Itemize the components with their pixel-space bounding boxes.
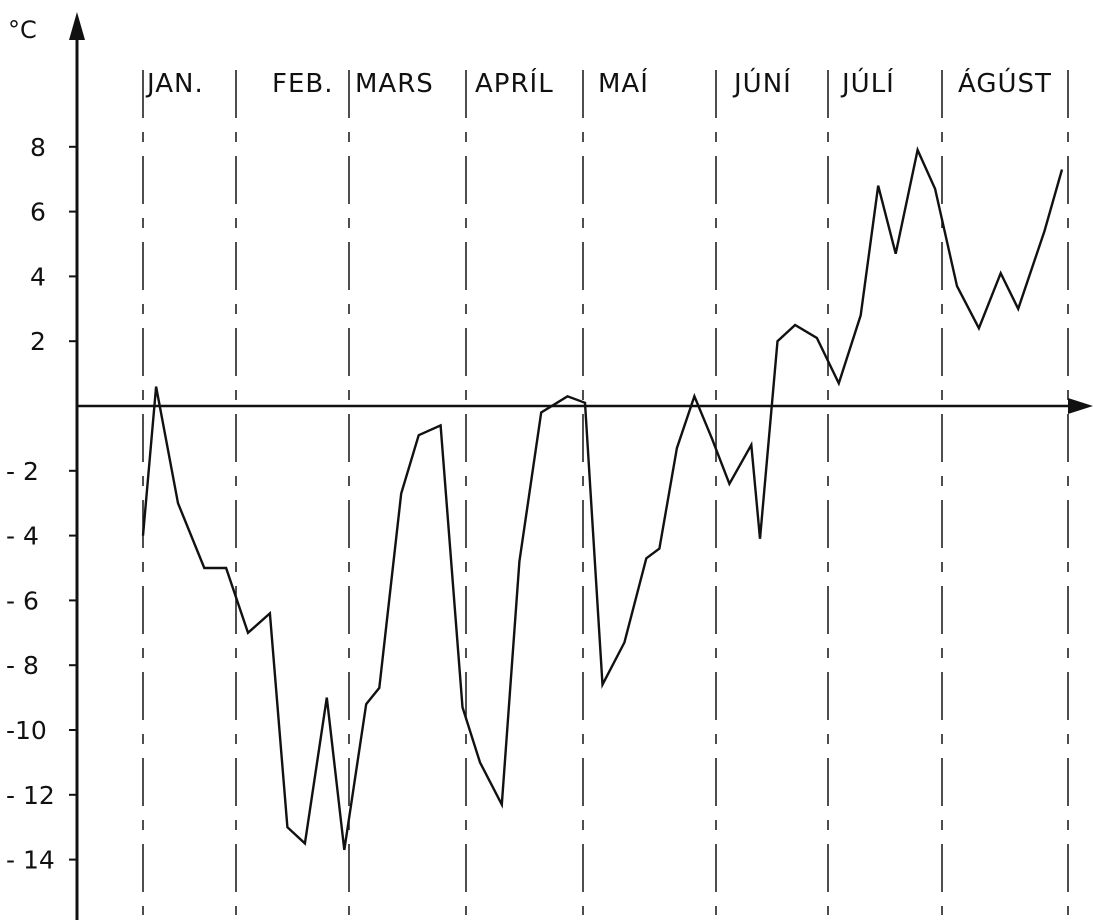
y-tick-label: 8 — [30, 133, 46, 162]
month-label: JAN. — [145, 69, 204, 99]
x-axis-arrow — [1068, 398, 1093, 414]
y-tick-label: - 8 — [6, 651, 39, 680]
y-tick-label: - 14 — [6, 846, 55, 875]
temperature-line — [141, 146, 1064, 851]
y-tick-label: - 2 — [6, 457, 39, 486]
month-label: MARS — [355, 69, 434, 99]
y-tick-label: 2 — [30, 327, 46, 356]
month-label: JÚLÍ — [840, 67, 895, 99]
month-label: ÁGÚST — [958, 67, 1052, 99]
y-unit-label: °C — [8, 16, 37, 44]
month-label: FEB. — [272, 69, 333, 99]
month-dividers — [142, 70, 1069, 915]
y-axis-arrow — [69, 12, 85, 40]
y-ticks: 8 6 4 2 - 2 - 4 - 6 - 8 -10 - 12 - 14 — [6, 133, 77, 875]
y-tick-label: - 4 — [6, 522, 39, 551]
month-label: MAÍ — [598, 67, 649, 99]
axes: °C — [8, 12, 1093, 920]
month-label: APRÍL — [475, 67, 554, 99]
y-tick-label: 6 — [30, 198, 46, 227]
y-tick-label: - 6 — [6, 586, 39, 615]
y-tick-label: -10 — [6, 716, 47, 745]
y-tick-label: 4 — [30, 262, 46, 291]
month-label: JÚNÍ — [732, 67, 792, 99]
y-tick-label: - 12 — [6, 781, 55, 810]
month-labels: JAN. FEB. MARS APRÍL MAÍ JÚNÍ JÚLÍ ÁGÚST — [145, 67, 1052, 99]
